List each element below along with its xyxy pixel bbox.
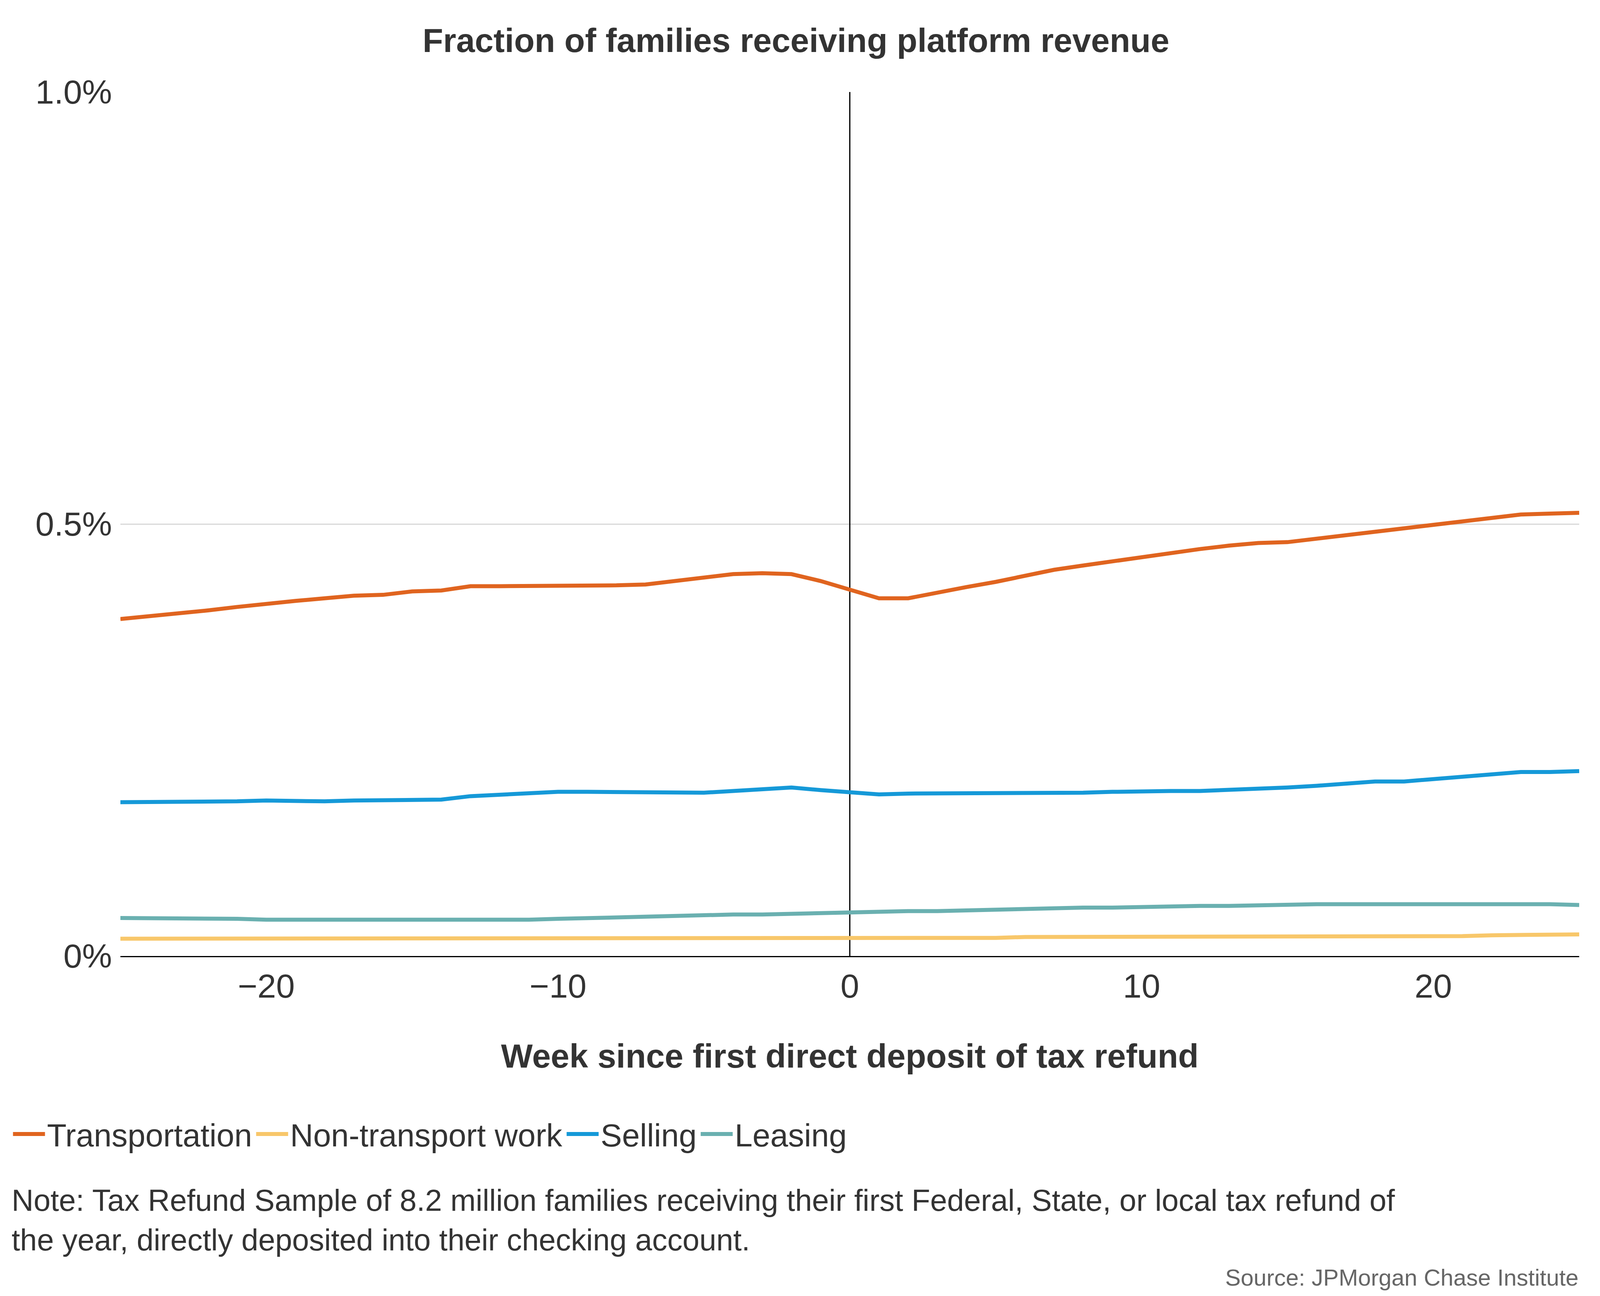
svg-text:−10: −10 <box>529 967 587 1005</box>
svg-text:10: 10 <box>1122 967 1160 1005</box>
svg-text:Week since first direct deposi: Week since first direct deposit of tax r… <box>500 1037 1199 1075</box>
svg-text:Leasing: Leasing <box>734 1117 847 1154</box>
svg-text:Note: Tax Refund Sample of 8.2: Note: Tax Refund Sample of 8.2 million f… <box>11 1183 1396 1257</box>
svg-text:Fraction of families receiving: Fraction of families receiving platform … <box>422 21 1170 60</box>
svg-text:Source: JPMorgan Chase Institu: Source: JPMorgan Chase Institute <box>1225 1264 1579 1291</box>
svg-text:0: 0 <box>840 967 860 1005</box>
svg-text:0%: 0% <box>63 937 112 975</box>
svg-text:Selling: Selling <box>600 1117 697 1154</box>
svg-text:20: 20 <box>1414 967 1452 1005</box>
svg-text:−20: −20 <box>237 967 295 1005</box>
svg-text:Transportation: Transportation <box>46 1117 252 1154</box>
svg-text:0.5%: 0.5% <box>35 505 112 543</box>
svg-text:1.0%: 1.0% <box>35 73 112 111</box>
svg-text:Non-transport work: Non-transport work <box>290 1117 563 1154</box>
